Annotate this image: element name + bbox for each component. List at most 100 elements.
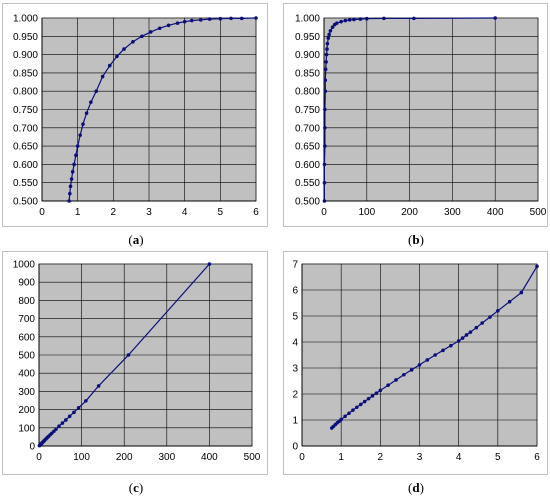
x-tick-label: 3	[146, 207, 152, 218]
y-tick-label: 0.700	[295, 123, 320, 134]
y-tick-label: 1	[292, 416, 298, 427]
data-point	[378, 388, 383, 393]
data-point	[322, 199, 327, 203]
data-point	[115, 54, 119, 59]
data-point	[355, 405, 359, 410]
y-tick-label: 0.550	[13, 178, 38, 189]
data-point	[535, 264, 539, 269]
data-point	[182, 19, 187, 24]
data-point	[456, 339, 461, 343]
data-point	[460, 336, 465, 340]
y-tick-label: 0.800	[295, 87, 320, 98]
data-point	[441, 348, 445, 353]
data-point	[394, 378, 398, 382]
data-point	[207, 17, 212, 21]
caption-c: (c)	[128, 480, 144, 495]
data-point	[347, 18, 352, 22]
data-point	[325, 47, 329, 51]
y-tick-label: 2	[292, 390, 298, 401]
data-point	[493, 16, 497, 20]
data-point	[74, 153, 78, 158]
data-point	[358, 402, 363, 407]
x-tick-label: 300	[158, 452, 175, 463]
data-point	[323, 78, 328, 83]
data-point	[81, 122, 85, 126]
data-point	[67, 414, 72, 419]
y-tick-label: 0.550	[295, 178, 320, 189]
chart-a-svg: 0.500 0.550 0.600 0.650 0.700 0.750 0.800 0.850…	[13, 14, 259, 219]
x-tick-label: 3	[417, 452, 423, 463]
data-point	[433, 353, 437, 357]
x-tick-label: 100	[73, 452, 90, 463]
data-point	[166, 23, 171, 28]
y-tick-label: 6	[292, 286, 298, 297]
data-point	[496, 309, 500, 313]
data-point	[218, 16, 223, 21]
data-point	[335, 21, 339, 25]
x-tick-label: 4	[456, 452, 462, 463]
data-point	[69, 177, 74, 181]
data-point	[324, 52, 329, 57]
x-tick-label: 0	[299, 452, 305, 463]
data-point	[54, 427, 58, 431]
data-point	[362, 399, 367, 404]
data-point	[417, 363, 422, 367]
x-tick-label: 1	[338, 452, 344, 463]
x-tick-label: 2	[111, 207, 117, 218]
x-tick-label: 400	[487, 207, 504, 218]
caption-a: (a)	[128, 232, 144, 247]
data-point	[84, 111, 89, 115]
data-point	[126, 353, 131, 357]
y-tick-label: 0.850	[13, 68, 38, 79]
data-point	[322, 180, 327, 185]
chart-b-svg: 0.500 0.550 0.600 0.650 0.700 0.750 0.800 0.850…	[295, 14, 547, 219]
y-tick-label: 200	[18, 405, 35, 416]
y-tick-label: 0	[29, 442, 35, 453]
data-point	[157, 26, 162, 31]
data-point	[94, 89, 99, 93]
data-point	[480, 321, 484, 325]
data-point	[343, 18, 348, 23]
chart-panel-d: 0 1 2 3 4 5 6 7 0 1 2 3 4 5 6	[283, 251, 548, 475]
data-point	[324, 60, 328, 64]
data-point	[323, 107, 327, 112]
x-tick-label: 4	[182, 207, 188, 218]
data-point	[107, 63, 112, 68]
y-tick-label: 800	[18, 296, 35, 307]
x-tick-label: 0	[39, 207, 45, 218]
data-point	[409, 368, 414, 372]
y-tick-label: 1.000	[295, 14, 320, 25]
y-tick-label: 0.600	[13, 160, 38, 171]
y-tick-label: 0.900	[295, 50, 320, 61]
y-tick-label: 3	[292, 364, 298, 375]
y-tick-label: 0.800	[13, 87, 38, 98]
data-point	[72, 410, 76, 415]
y-tick-label: 0.650	[295, 142, 320, 153]
data-point	[474, 325, 479, 330]
y-tick-label: 600	[18, 332, 35, 343]
data-point	[254, 16, 258, 20]
x-tick-label: 200	[401, 207, 418, 218]
y-tick-label: 700	[18, 314, 35, 325]
data-point	[68, 184, 73, 189]
x-tick-label: 300	[444, 207, 461, 218]
y-tick-label: 0.850	[295, 68, 320, 79]
y-tick-label: 5	[292, 312, 298, 323]
data-point	[198, 18, 203, 22]
data-point	[358, 17, 363, 21]
data-point	[239, 16, 244, 21]
data-point	[323, 126, 327, 130]
data-point	[468, 330, 473, 334]
y-tick-label: 0.500	[13, 197, 38, 208]
data-point	[57, 424, 61, 428]
x-tick-label: 500	[244, 452, 261, 463]
data-point	[382, 16, 386, 21]
x-tick-label: 5	[218, 207, 224, 218]
chart-panel-c: 0 100 200 300 400 500 600 700 800 900 1000 0 100 200 3…	[2, 251, 268, 475]
data-point	[327, 32, 331, 37]
data-point	[339, 19, 343, 24]
x-tick-label: 1	[75, 207, 81, 218]
data-point	[325, 41, 330, 46]
y-tick-label: 0.650	[13, 142, 38, 153]
y-tick-label: 0	[292, 442, 298, 453]
